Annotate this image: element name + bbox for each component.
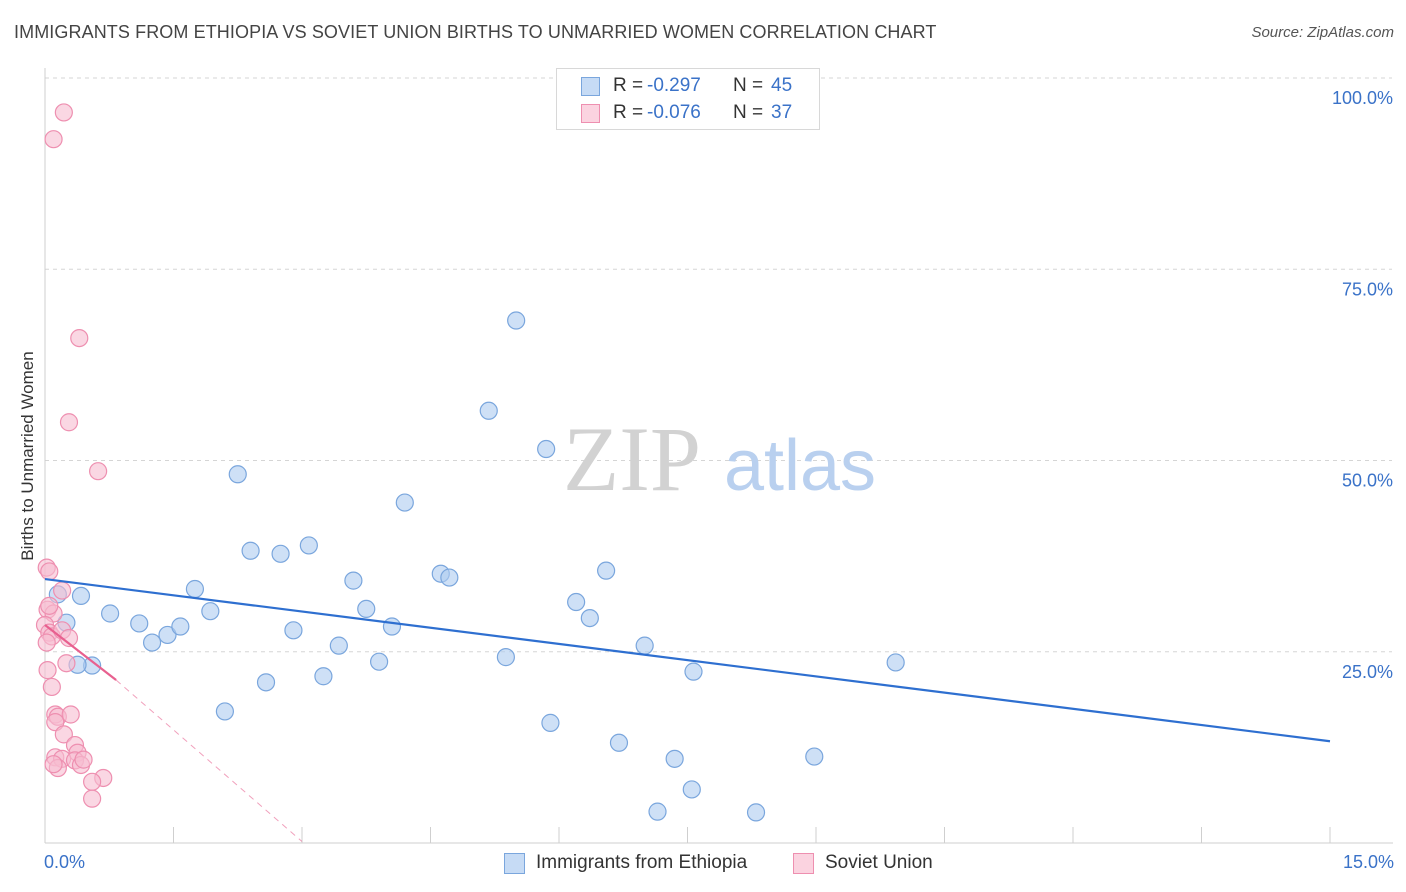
blue-swatch (581, 77, 600, 96)
ethiopia-point (215, 702, 234, 721)
y-tick-label: 25.0% (1342, 662, 1393, 682)
ethiopia-point (507, 311, 526, 330)
soviet-point (38, 661, 57, 680)
ethiopia-point (886, 653, 905, 672)
n-label: N = (733, 75, 764, 96)
n-value: 37 (771, 102, 793, 123)
ethiopia-point (201, 602, 220, 621)
ethiopia-point (344, 571, 363, 590)
ethiopia-point (609, 733, 629, 752)
ethiopia-point (395, 493, 414, 512)
r-label: R = (613, 75, 644, 96)
ethiopia-point (329, 636, 348, 655)
soviet-point (57, 654, 76, 673)
ethiopia-point (684, 662, 703, 681)
ethiopia-point (567, 592, 586, 612)
ethiopia-point (171, 617, 190, 636)
soviet-point (59, 413, 79, 432)
legend-label: Immigrants from Ethiopia (536, 852, 748, 873)
y-tick-label: 50.0% (1342, 471, 1393, 491)
soviet-point (70, 329, 89, 348)
ethiopia-point (271, 544, 290, 563)
ethiopia-point (382, 617, 402, 636)
soviet-point (54, 725, 73, 744)
ethiopia-point (299, 536, 318, 555)
watermark-zip: ZIP (563, 408, 701, 510)
n-value: 45 (771, 75, 793, 96)
ethiopia-trend-line (44, 577, 1331, 743)
soviet-point (44, 755, 63, 774)
ethiopia-point (479, 401, 498, 420)
data-points (35, 103, 905, 822)
ethiopia-point (805, 747, 824, 766)
soviet-trend-extension (115, 679, 303, 842)
ethiopia-point (370, 652, 389, 671)
ethiopia-point (682, 780, 701, 799)
ethiopia-point (314, 667, 333, 686)
ethiopia-point (71, 586, 91, 606)
ethiopia-point (537, 439, 556, 459)
soviet-point (40, 596, 59, 615)
soviet-point (74, 750, 93, 769)
ethiopia-point (130, 614, 149, 633)
ethiopia-point (635, 636, 654, 655)
soviet-point (53, 581, 72, 600)
soviet-point (61, 705, 80, 724)
ethiopia-point (101, 604, 120, 623)
n-label: N = (733, 102, 764, 123)
legend-label: Soviet Union (825, 852, 933, 873)
r-value: -0.076 (647, 102, 701, 123)
soviet-point (89, 462, 108, 481)
soviet-point (83, 789, 102, 808)
gridlines (45, 77, 1392, 653)
ethiopia-point (241, 541, 260, 560)
watermark-atlas: atlas (724, 426, 876, 506)
ethiopia-point (185, 579, 205, 599)
ethiopia-point (746, 803, 766, 822)
y-tick-label: 100.0% (1332, 88, 1393, 108)
soviet-point (37, 633, 56, 652)
blue-swatch (504, 853, 525, 874)
ethiopia-point (440, 568, 459, 587)
soviet-trend-line (44, 624, 117, 681)
chart-title: IMMIGRANTS FROM ETHIOPIA VS SOVIET UNION… (14, 22, 937, 42)
x-tick-max: 15.0% (1342, 852, 1394, 872)
soviet-point (44, 130, 63, 149)
ethiopia-point (496, 648, 515, 667)
y-tick-label: 75.0% (1342, 279, 1393, 299)
ethiopia-point (541, 713, 560, 732)
ethiopia-point (580, 608, 599, 628)
trend-lines (44, 577, 1331, 842)
ethiopia-point (357, 599, 376, 619)
y-tick-labels: 25.0% 50.0% 75.0% 100.0% (1332, 88, 1393, 682)
x-tick-min: 0.0% (44, 852, 86, 872)
pink-swatch (793, 853, 814, 874)
axes (44, 68, 1393, 844)
ethiopia-point (158, 625, 177, 645)
ethiopia-point (284, 621, 303, 640)
r-label: R = (613, 102, 644, 123)
soviet-point (40, 562, 59, 581)
ethiopia-point (256, 673, 276, 692)
r-value: -0.297 (647, 75, 701, 96)
soviet-point (54, 103, 73, 122)
correlation-legend: R = -0.297 N = 45 R = -0.076 N = 37 (556, 68, 820, 130)
soviet-point (42, 677, 61, 697)
ethiopia-point (648, 802, 667, 821)
soviet-point (83, 772, 102, 791)
ethiopia-point (665, 749, 684, 768)
pink-swatch (581, 104, 600, 123)
ethiopia-point (597, 561, 616, 580)
source-note: Source: ZipAtlas.com (1251, 24, 1394, 41)
ethiopia-point (228, 465, 247, 484)
ethiopia-point (142, 633, 162, 652)
